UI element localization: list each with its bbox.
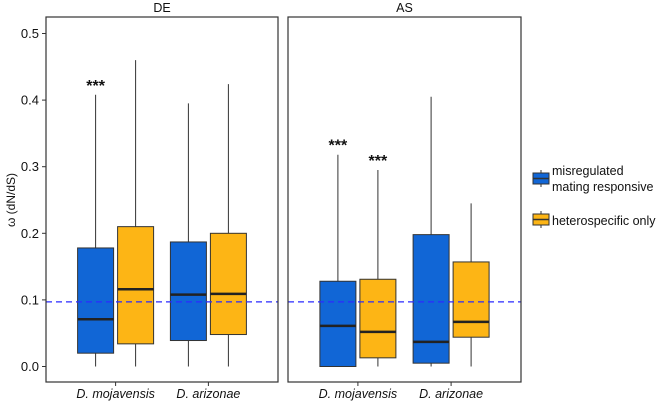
y-tick-label: 0.4	[21, 93, 39, 108]
significance-annotation: ***	[329, 138, 348, 155]
panel-title: AS	[396, 1, 413, 15]
box-heterospecific	[209, 84, 247, 367]
iqr-box	[169, 241, 207, 342]
iqr-box	[117, 226, 155, 345]
x-tick-label: D. mojavensis	[319, 387, 398, 401]
panel-border	[45, 16, 279, 383]
y-tick-label: 0.5	[21, 26, 39, 41]
significance-annotation: ***	[369, 153, 388, 170]
x-tick-label: D. arizonae	[176, 387, 240, 401]
legend-label: mating responsive	[552, 180, 653, 194]
y-tick-label: 0.0	[21, 359, 39, 374]
box-misregulated	[412, 96, 450, 367]
y-tick-label: 0.2	[21, 226, 39, 241]
box-misregulated	[169, 103, 207, 367]
iqr-box	[77, 247, 115, 354]
iqr-box	[412, 234, 450, 364]
iqr-box	[452, 261, 490, 338]
y-tick-label: 0.3	[21, 159, 39, 174]
legend-item-heterospecific: heterospecific only	[532, 211, 656, 228]
box-heterospecific	[117, 60, 155, 367]
panel-de: DE D. mojavensis D. arizonae ***	[45, 1, 279, 401]
panel-border	[287, 16, 522, 383]
iqr-box	[209, 232, 247, 336]
legend: misregulated mating responsive heterospe…	[532, 164, 656, 228]
y-axis-label: ω (dN/dS)	[4, 173, 18, 227]
x-tick-label: D. mojavensis	[76, 387, 155, 401]
box-misregulated: ***	[77, 78, 115, 367]
iqr-box	[319, 280, 357, 368]
box-misregulated: ***	[319, 138, 357, 368]
panel-as: AS D. mojavensis D. arizonae *** ***	[287, 1, 522, 401]
legend-label: misregulated	[552, 164, 624, 178]
iqr-box	[359, 278, 397, 359]
y-tick-label: 0.1	[21, 292, 39, 307]
box-heterospecific	[452, 203, 490, 367]
box-heterospecific: ***	[359, 153, 397, 367]
legend-label: heterospecific only	[552, 214, 656, 228]
significance-annotation: ***	[86, 78, 105, 95]
panel-title: DE	[153, 1, 170, 15]
legend-item-misregulated: misregulated mating responsive	[532, 164, 653, 194]
x-tick-label: D. arizonae	[419, 387, 483, 401]
